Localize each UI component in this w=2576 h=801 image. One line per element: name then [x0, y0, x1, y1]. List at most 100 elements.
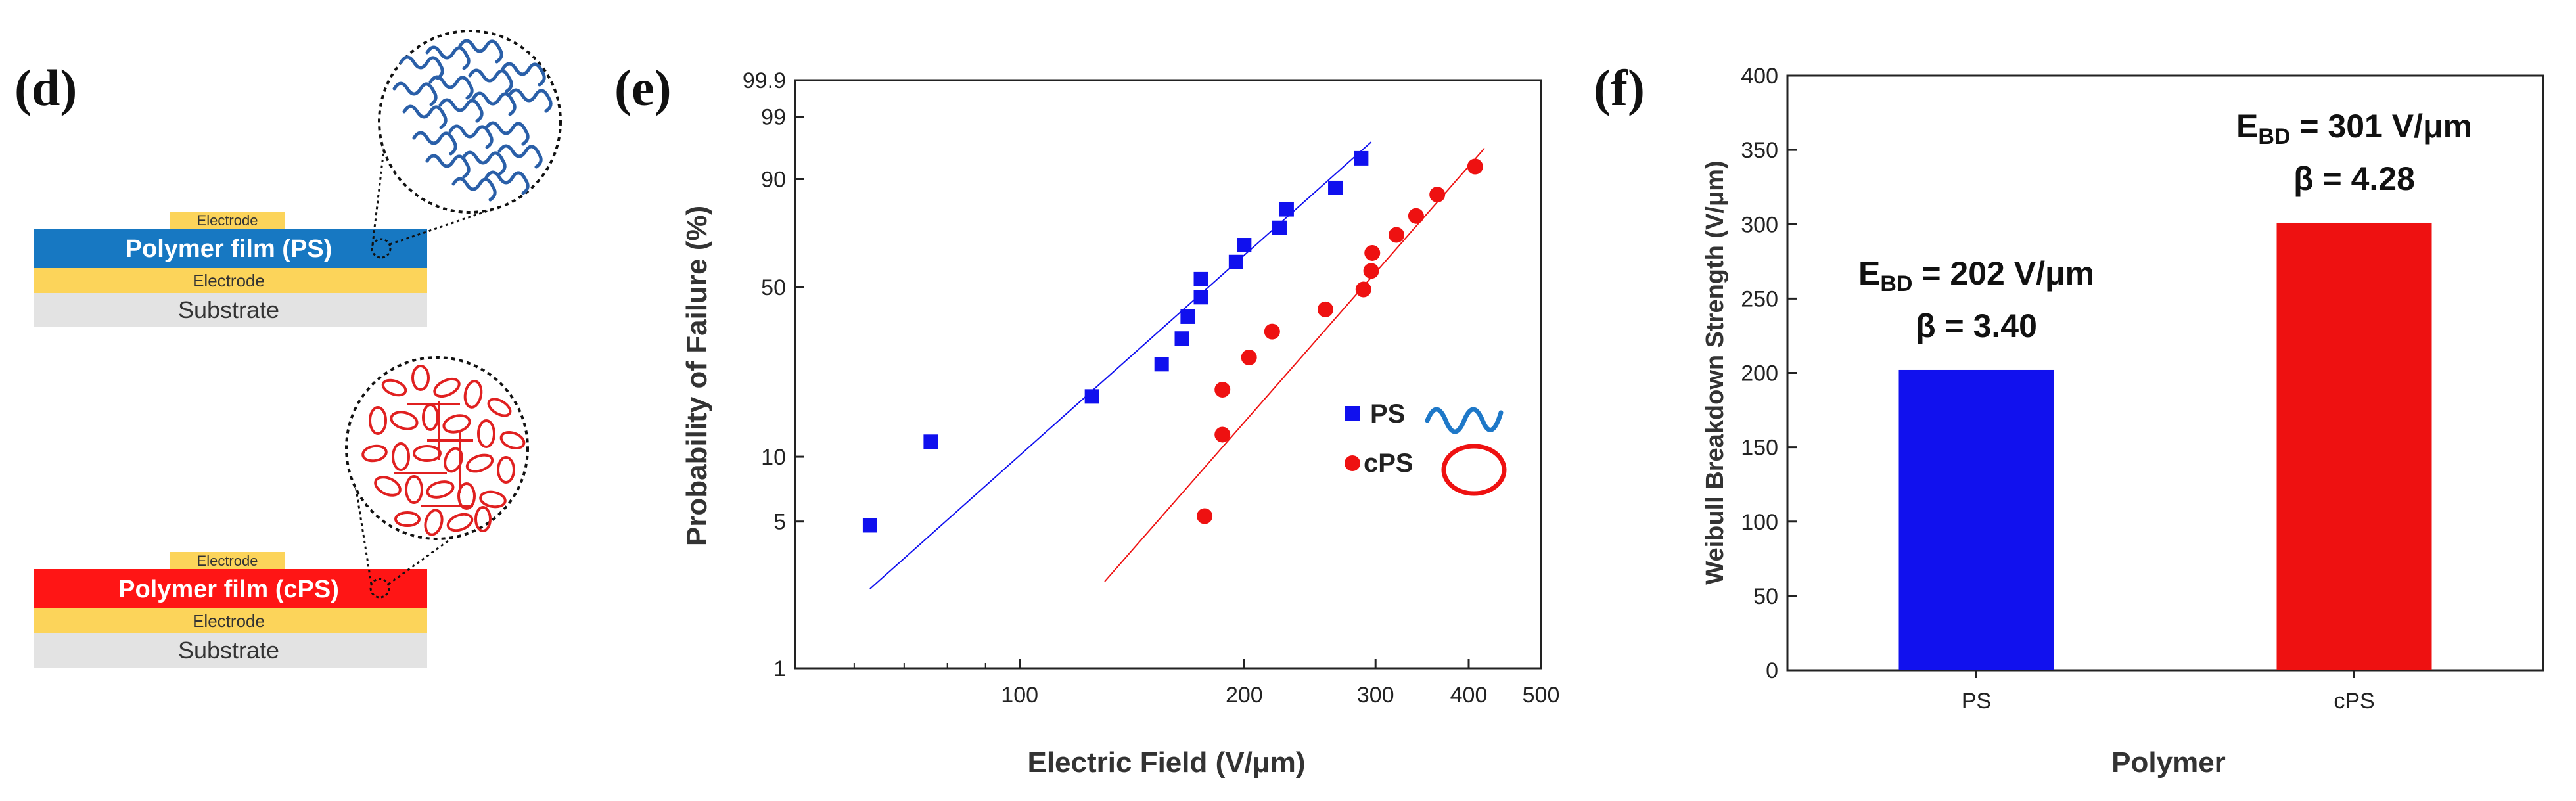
ps-polymer-film-label: Polymer film (PS)	[126, 235, 333, 263]
ps-chain-segment	[458, 39, 503, 64]
weibull-y-tick-label: 90	[761, 168, 786, 193]
bar-y-ticks: 0 50 100 150 200 250 300 350 400	[1741, 64, 1797, 683]
ebd-symbol: E	[1858, 255, 1880, 292]
panel-e-label: (e)	[614, 59, 672, 116]
cps-ring-segment	[474, 506, 492, 532]
bar-series	[1898, 222, 2432, 670]
cps-ring-segment	[426, 480, 455, 499]
weibull-y-tick-label: 99	[761, 105, 786, 130]
cps-top-electrode-label: Electrode	[197, 553, 258, 569]
weibull-point-cps	[1389, 227, 1405, 243]
legend-cps-marker	[1345, 455, 1360, 471]
cps-ring-segment	[361, 444, 388, 463]
bar-x-tick-label: PS	[1962, 689, 1991, 714]
cps-zoom-line-1	[352, 472, 373, 585]
weibull-point-cps	[1317, 301, 1333, 317]
ps-polymer-film	[34, 229, 427, 268]
weibull-point-ps	[1193, 271, 1208, 286]
weibull-point-ps	[1193, 290, 1208, 305]
ps-substrate-label: Substrate	[178, 296, 279, 323]
weibull-y-tick-label: 5	[773, 510, 786, 535]
weibull-point-ps	[1237, 238, 1252, 253]
weibull-fit-lines	[869, 141, 1485, 589]
weibull-x-tick-label: 200	[1226, 683, 1263, 708]
ps-zoom-spot	[371, 238, 392, 259]
bar-y-tick-label: 250	[1741, 286, 1778, 311]
cps-ring-segment	[411, 365, 430, 391]
cps-ring-segment	[390, 411, 419, 430]
weibull-x-tick-label: 500	[1523, 683, 1560, 708]
ps-chain-segment	[428, 75, 474, 100]
ps-chain-segment	[402, 104, 448, 129]
legend-ps-marker	[1345, 406, 1360, 421]
weibull-x-tick-label: 400	[1450, 683, 1488, 708]
ps-chain-segment	[471, 91, 517, 116]
bar-y-tick-label: 350	[1741, 138, 1778, 163]
weibull-y-tick-label: 50	[761, 275, 786, 300]
cps-ring-segment	[394, 511, 421, 527]
weibull-point-ps	[1272, 220, 1287, 235]
cps-ring-segment	[381, 378, 407, 397]
bar-x-ticks: PS cPS	[1962, 670, 2375, 714]
ps-chain-segment	[461, 150, 507, 175]
cps-ring-segment	[392, 442, 410, 471]
ps-chain-segment	[497, 144, 543, 169]
ebd-value: = 301 V/μm	[2290, 108, 2472, 145]
cps-ring-segment	[405, 475, 423, 504]
weibull-data-points	[862, 150, 1483, 533]
beta-annotation-ps: β = 3.40	[1916, 308, 2037, 344]
ps-top-electrode	[170, 212, 285, 229]
legend-ps-label: PS	[1370, 400, 1405, 428]
cps-ring-segment	[477, 419, 495, 448]
weibull-point-cps	[1429, 187, 1446, 203]
legend-cps-ring-icon	[1441, 444, 1507, 496]
panel-e: (e) 1 5 10 50 90 99 99.9 100 200 300 400 500 Elect…	[614, 59, 1559, 779]
ps-chain-segment	[425, 154, 471, 179]
weibull-point-ps	[1174, 331, 1189, 346]
ps-substrate	[34, 293, 427, 327]
panel-d: (d) Electrode Polymer film (PS) Electrod…	[14, 30, 562, 668]
weibull-y-tick-label: 99.9	[743, 68, 786, 93]
cps-ring-segment	[446, 513, 474, 532]
weibull-point-cps	[1408, 208, 1424, 224]
weibull-x-axis-title: Electric Field (V/μm)	[1027, 746, 1305, 779]
weibull-legend: PS cPS	[1345, 400, 1507, 496]
beta-annotation-cps: β = 4.28	[2293, 160, 2415, 197]
ps-chain-segment	[484, 121, 530, 146]
cps-bottom-electrode	[34, 608, 427, 633]
weibull-point-cps	[1355, 281, 1371, 298]
ps-chain-segment	[507, 88, 553, 113]
weibull-y-axis-title: Probability of Failure (%)	[681, 206, 713, 546]
ebd-annotation-ps: EBD = 202 V/μm	[1858, 255, 2094, 296]
cps-ring-segment	[463, 380, 483, 409]
ebd-subscript: BD	[1880, 271, 1912, 296]
cps-ring-segment	[499, 430, 526, 450]
bar-y-tick-label: 0	[1766, 658, 1778, 683]
weibull-point-ps	[1180, 309, 1195, 324]
ebd-subscript: BD	[2258, 124, 2290, 149]
ps-chain-segment	[451, 177, 497, 202]
weibull-y-ticks: 1 5 10 50 90 99 99.9	[743, 68, 804, 681]
cps-ring-segment	[465, 453, 494, 473]
cps-substrate	[34, 633, 427, 668]
cps-ring-segment	[457, 482, 476, 510]
ebd-value: = 202 V/μm	[1912, 255, 2094, 292]
cps-top-electrode	[170, 552, 285, 569]
bar-y-tick-label: 50	[1753, 584, 1778, 609]
ps-device-stack: Electrode Polymer film (PS) Electrode Su…	[34, 212, 427, 327]
ps-chain-magnifier	[371, 30, 562, 259]
weibull-x-ticks: 100 200 300 400 500	[853, 659, 1560, 708]
cps-device-stack: Electrode Polymer film (cPS) Electrode S…	[34, 552, 427, 668]
ps-zoom-line-1	[371, 144, 386, 245]
weibull-point-cps	[1214, 382, 1231, 398]
ps-chain-segment	[425, 45, 471, 70]
cps-zoom-spot	[369, 578, 390, 599]
weibull-point-ps	[923, 434, 938, 449]
ps-chain-segment	[501, 62, 546, 87]
bar-y-tick-label: 300	[1741, 212, 1778, 237]
weibull-point-cps	[1264, 323, 1280, 340]
weibull-plot-frame	[794, 79, 1542, 670]
